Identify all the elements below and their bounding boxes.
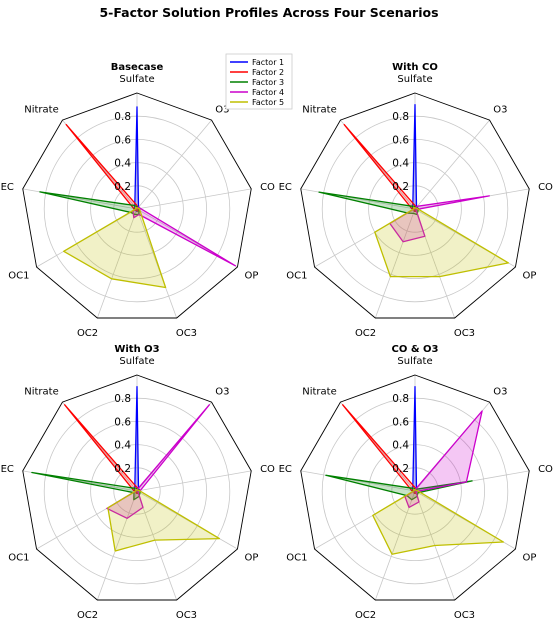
axis-label: CO	[538, 464, 553, 475]
axis-spoke	[136, 470, 252, 492]
axis-spoke	[136, 188, 252, 210]
series-factor-1-polygon	[412, 385, 418, 494]
axis-label: O3	[493, 105, 507, 116]
legend-label: Factor 5	[252, 98, 284, 107]
axis-label: EC	[279, 464, 292, 475]
axis-label: Sulfate	[119, 74, 154, 85]
legend-label: Factor 1	[252, 58, 284, 67]
series-factor-5-polygon	[374, 206, 510, 278]
series-factor-5-polygon	[107, 488, 221, 552]
radar-panel: 0.2 0.4 0.6 0.8 Sulfate O3 CO OP OC3 OC2 OC1 EC Nitr…	[1, 344, 275, 621]
axis-spoke	[136, 490, 178, 601]
series-factor-5-polygon	[63, 206, 167, 289]
series-factor-1-polygon	[412, 103, 418, 212]
series-factor-1-polygon	[134, 106, 140, 212]
radar-panels: 0.2 0.4 0.6 0.8 Sulfate O3 CO OP OC3 OC2 OC1 EC Nitr…	[1, 62, 553, 621]
radial-tick-label: 0.4	[114, 158, 131, 170]
radar-frame	[22, 92, 252, 319]
axis-label: OC2	[355, 328, 376, 339]
radar-panel: 0.2 0.4 0.6 0.8 Sulfate O3 CO OP OC3 OC2 OC1 EC Nitr…	[1, 62, 275, 339]
panel-title: With O3	[114, 344, 159, 355]
axis-label: Sulfate	[119, 356, 154, 367]
series-factor-3-polygon	[31, 471, 142, 501]
axis-label: OC3	[176, 328, 197, 339]
radar-frame	[300, 374, 530, 601]
series-factor-5-polygon	[372, 488, 505, 555]
axis-label: OC1	[286, 553, 307, 564]
axis-label: OP	[523, 553, 537, 564]
radial-tick-label: 0.4	[392, 440, 409, 452]
axis-label: OP	[523, 271, 537, 282]
radar-panel: 0.2 0.4 0.6 0.8 Sulfate O3 CO OP OC3 OC2 OC1 EC Nitr…	[279, 344, 553, 621]
axis-label: OC1	[8, 553, 29, 564]
figure-title: 5-Factor Solution Profiles Across Four S…	[99, 5, 438, 20]
axis-spoke	[136, 119, 212, 210]
series-factor-1-polygon	[134, 385, 140, 494]
axis-label: OP	[245, 553, 259, 564]
axis-label: EC	[1, 464, 14, 475]
axis-label: OC1	[286, 271, 307, 282]
legend-label: Factor 4	[252, 88, 284, 97]
series-factor-3-polygon	[325, 474, 473, 501]
axis-label: O3	[215, 105, 229, 116]
radial-tick-label: 0.6	[392, 416, 409, 428]
axis-spoke	[96, 490, 138, 601]
radial-tick-label: 0.6	[392, 134, 409, 146]
axis-label: OC3	[176, 610, 197, 621]
radial-tick-label: 0.4	[392, 158, 409, 170]
axis-label: OC2	[77, 328, 98, 339]
radial-tick-label: 0.4	[114, 440, 131, 452]
series-factor-3-polygon	[318, 191, 420, 216]
axis-label: EC	[1, 182, 14, 193]
axis-label: Nitrate	[24, 105, 59, 116]
axis-label: OC2	[77, 610, 98, 621]
radial-tick-label: 0.6	[114, 134, 131, 146]
axis-label: OC1	[8, 271, 29, 282]
axis-label: O3	[493, 387, 507, 398]
axis-label: Sulfate	[397, 74, 432, 85]
radial-tick-label: 0.6	[114, 416, 131, 428]
axis-label: EC	[279, 182, 292, 193]
axis-spoke	[374, 208, 416, 319]
axis-label: OP	[245, 271, 259, 282]
radial-tick-label: 0.8	[392, 111, 409, 123]
panel-title: CO & O3	[392, 344, 439, 355]
radial-tick-label: 0.2	[114, 181, 131, 193]
axis-label: Sulfate	[397, 356, 432, 367]
panel-title: With CO	[392, 62, 438, 73]
radar-frame	[22, 374, 252, 601]
radial-tick-label: 0.8	[114, 111, 131, 123]
radial-tick-label: 0.8	[392, 393, 409, 405]
radial-tick-label: 0.2	[392, 463, 409, 475]
radial-tick-label: 0.2	[392, 181, 409, 193]
axis-label: O3	[215, 387, 229, 398]
axis-spoke	[136, 208, 178, 319]
axis-label: OC3	[454, 328, 475, 339]
radial-tick-label: 0.2	[114, 463, 131, 475]
axis-label: CO	[260, 464, 275, 475]
panel-title: Basecase	[111, 62, 164, 73]
axis-label: CO	[260, 182, 275, 193]
axis-label: CO	[538, 182, 553, 193]
axis-label: OC2	[355, 610, 376, 621]
axis-spoke	[374, 490, 416, 601]
axis-spoke	[300, 470, 416, 492]
radar-panel: 0.2 0.4 0.6 0.8 Sulfate O3 CO OP OC3 OC2 OC1 EC Nitr…	[279, 62, 553, 339]
radar-frame	[300, 92, 530, 319]
axis-spoke	[96, 208, 138, 319]
axis-spoke	[414, 119, 490, 210]
axis-label: Nitrate	[24, 387, 59, 398]
axis-label: Nitrate	[302, 105, 337, 116]
axis-label: OC3	[454, 610, 475, 621]
legend-label: Factor 3	[252, 78, 284, 87]
radial-tick-label: 0.8	[114, 393, 131, 405]
legend-label: Factor 2	[252, 68, 284, 77]
axis-label: Nitrate	[302, 387, 337, 398]
